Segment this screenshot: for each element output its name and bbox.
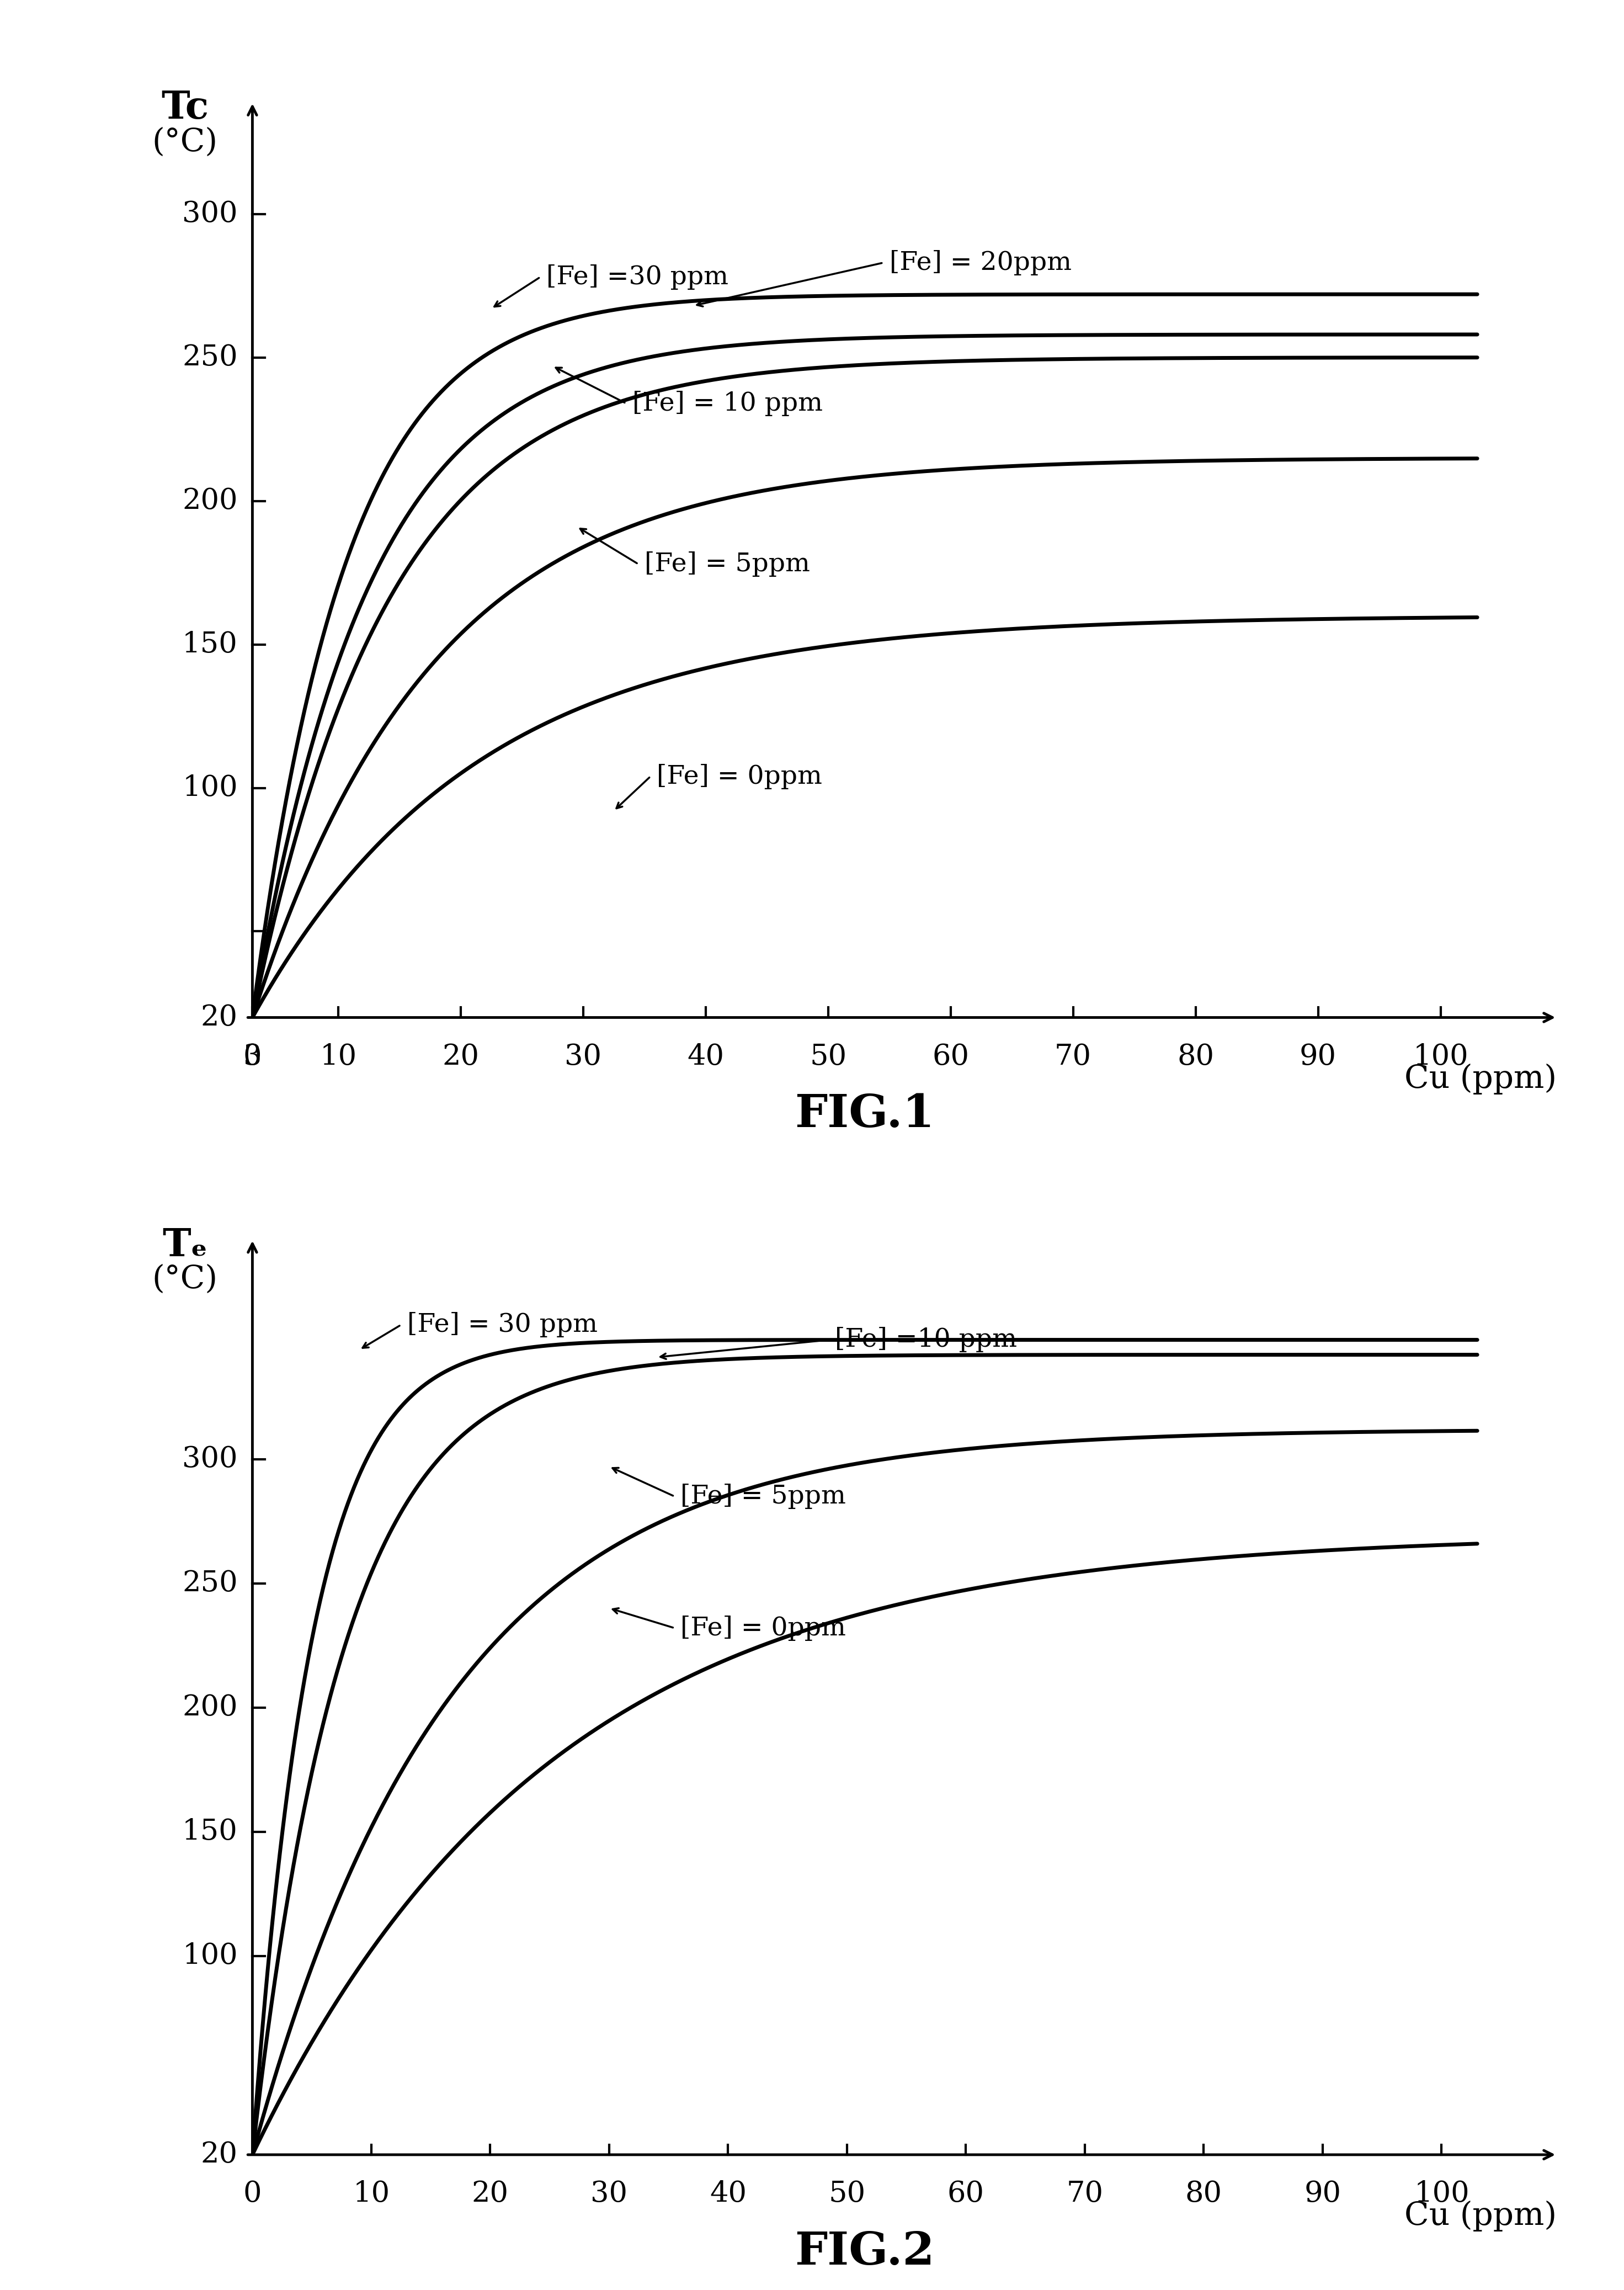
Text: 20: 20 bbox=[201, 2141, 237, 2169]
Text: Cu (ppm): Cu (ppm) bbox=[1405, 2201, 1557, 2230]
Text: Tc: Tc bbox=[161, 89, 209, 126]
Text: (°C): (°C) bbox=[153, 1264, 218, 1296]
Text: Cu (ppm): Cu (ppm) bbox=[1405, 1063, 1557, 1095]
Text: [Fe] = 30 ppm: [Fe] = 30 ppm bbox=[408, 1312, 598, 1337]
Text: 0: 0 bbox=[244, 1042, 261, 1072]
Text: Tₑ: Tₑ bbox=[162, 1227, 208, 1264]
Text: 90: 90 bbox=[1299, 1042, 1337, 1072]
Text: 10: 10 bbox=[352, 2180, 390, 2208]
Text: 60: 60 bbox=[932, 1042, 970, 1072]
Text: FIG.2: FIG.2 bbox=[794, 2230, 935, 2274]
Text: 50: 50 bbox=[810, 1042, 846, 1072]
Text: [Fe] = 5ppm: [Fe] = 5ppm bbox=[645, 552, 810, 577]
Text: 30: 30 bbox=[591, 2180, 627, 2208]
Text: 100: 100 bbox=[182, 1942, 237, 1969]
Text: [Fe] = 10 ppm: [Fe] = 10 ppm bbox=[632, 392, 822, 417]
Text: 200: 200 bbox=[182, 1692, 237, 1722]
Text: [Fe] = 5ppm: [Fe] = 5ppm bbox=[680, 1484, 846, 1509]
Text: 20: 20 bbox=[442, 1042, 479, 1072]
Text: 40: 40 bbox=[687, 1042, 724, 1072]
Text: 150: 150 bbox=[182, 630, 237, 660]
Text: FIG.1: FIG.1 bbox=[794, 1092, 935, 1136]
Text: 150: 150 bbox=[182, 1818, 237, 1846]
Text: (°C): (°C) bbox=[153, 126, 218, 158]
Text: 50: 50 bbox=[828, 2180, 866, 2208]
Text: 300: 300 bbox=[182, 199, 237, 229]
Text: [Fe] =10 ppm: [Fe] =10 ppm bbox=[835, 1328, 1017, 1353]
Text: [Fe] = 0ppm: [Fe] = 0ppm bbox=[680, 1614, 846, 1640]
Text: 100: 100 bbox=[182, 774, 237, 802]
Text: 80: 80 bbox=[1177, 1042, 1215, 1072]
Text: 100: 100 bbox=[1413, 1042, 1468, 1072]
Text: 0: 0 bbox=[244, 2180, 261, 2208]
Text: 200: 200 bbox=[182, 488, 237, 515]
Text: 250: 250 bbox=[182, 344, 237, 371]
Text: [Fe] =30 ppm: [Fe] =30 ppm bbox=[546, 263, 729, 291]
Text: 250: 250 bbox=[182, 1569, 237, 1598]
Text: 80: 80 bbox=[1186, 2180, 1223, 2208]
Text: 40: 40 bbox=[710, 2180, 747, 2208]
Text: [Fe] = 0ppm: [Fe] = 0ppm bbox=[656, 765, 822, 790]
Text: 90: 90 bbox=[1304, 2180, 1341, 2208]
Text: 10: 10 bbox=[320, 1042, 357, 1072]
Text: [Fe] = 20ppm: [Fe] = 20ppm bbox=[890, 250, 1072, 275]
Text: 20: 20 bbox=[471, 2180, 508, 2208]
Text: 3: 3 bbox=[244, 1042, 261, 1072]
Text: 60: 60 bbox=[947, 2180, 984, 2208]
Text: 100: 100 bbox=[1415, 2180, 1470, 2208]
Text: 70: 70 bbox=[1067, 2180, 1103, 2208]
Text: 20: 20 bbox=[201, 1003, 237, 1030]
Text: 30: 30 bbox=[565, 1042, 601, 1072]
Text: 70: 70 bbox=[1054, 1042, 1091, 1072]
Text: 300: 300 bbox=[182, 1445, 237, 1472]
